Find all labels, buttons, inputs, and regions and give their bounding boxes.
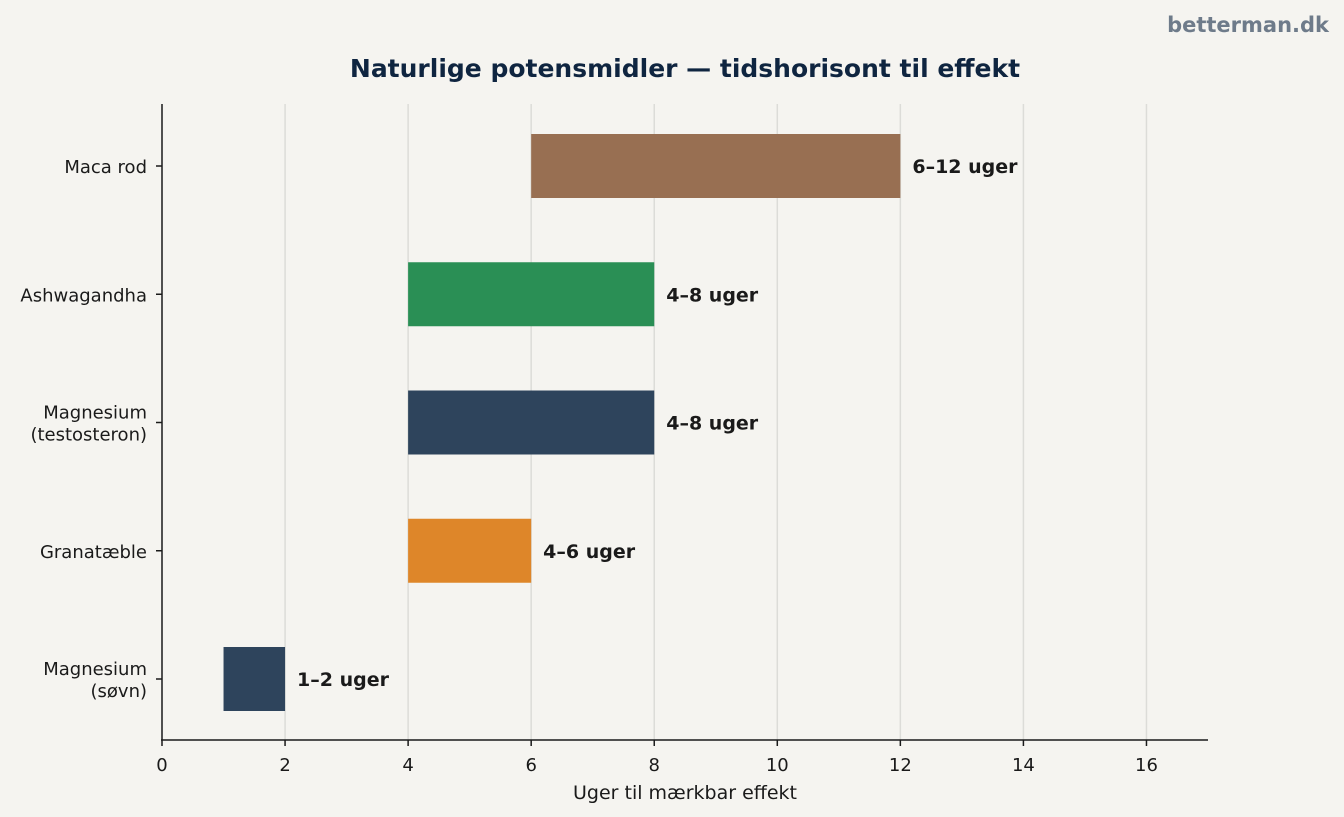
x-tick-label: 16 [1135, 755, 1158, 776]
x-tick-label: 10 [766, 755, 789, 776]
bar [408, 518, 532, 583]
y-tick-label: Granatæble [40, 542, 147, 563]
data-labels: 6–12 uger 4–8 uger 4–8 uger 4–6 uger 1–2 uge… [297, 156, 1018, 691]
y-tick-label: Magnesium (søvn) [43, 659, 147, 702]
bar-value-label: 1–2 uger [297, 669, 390, 691]
chart-title: Naturlige potensmidler — tidshorisont ti… [350, 54, 1020, 83]
x-tick-label: 2 [279, 755, 290, 776]
watermark: betterman.dk [1167, 13, 1330, 37]
x-tick-label: 6 [525, 755, 536, 776]
bar [408, 262, 655, 327]
bars [223, 134, 901, 711]
x-tick-label: 12 [889, 755, 912, 776]
y-tick-label: Magnesium (testosteron) [30, 403, 147, 446]
x-tick-label: 14 [1012, 755, 1035, 776]
x-tick-label: 4 [402, 755, 413, 776]
bar-value-label: 6–12 uger [912, 156, 1018, 178]
bar-value-label: 4–8 uger [666, 284, 759, 306]
y-tick-label: Maca rod [64, 157, 147, 178]
bar [531, 134, 901, 198]
x-tick-label: 0 [156, 755, 167, 776]
bar [408, 390, 655, 455]
bar-value-label: 4–6 uger [543, 541, 636, 563]
x-tick-label: 8 [649, 755, 660, 776]
y-axis-ticks: Maca rod Ashwagandha Magnesium (testosteron… [20, 157, 162, 702]
y-tick-label: Ashwagandha [20, 285, 147, 306]
x-axis-label: Uger til mærkbar effekt [573, 782, 797, 804]
bar-value-label: 4–8 uger [666, 413, 759, 435]
bar [223, 647, 286, 711]
x-axis-ticks: 0 2 4 6 8 10 12 14 16 [156, 740, 1158, 776]
